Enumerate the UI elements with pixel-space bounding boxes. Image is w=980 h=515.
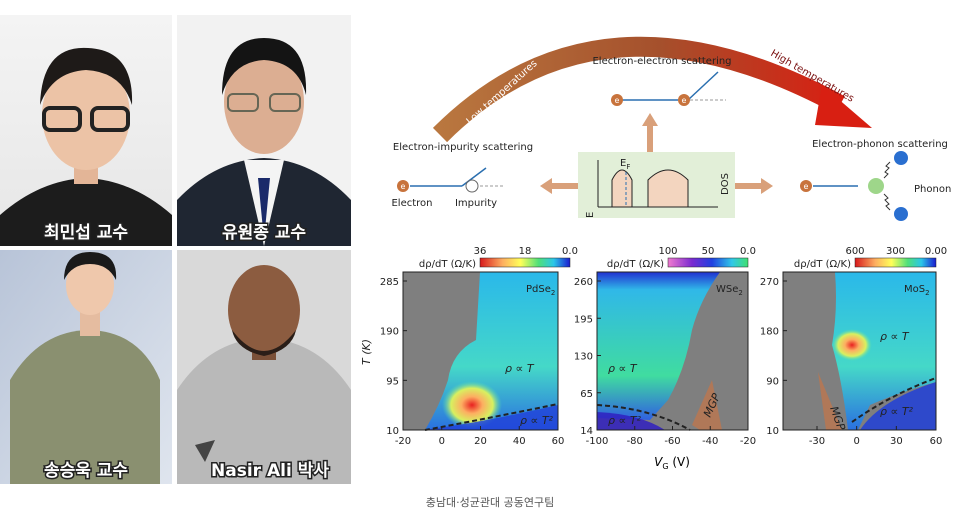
colorbar-tick: 50 bbox=[702, 246, 715, 257]
electron bbox=[678, 94, 690, 106]
panel-2-image bbox=[596, 272, 748, 431]
annotation: ρ ∝ T² bbox=[880, 405, 914, 418]
photo-caption: Nasir Ali 박사 bbox=[211, 461, 329, 481]
photo-caption: 최민섭 교수 bbox=[44, 223, 128, 243]
annotation: ρ ∝ T bbox=[880, 330, 910, 343]
panel-frame bbox=[782, 271, 937, 431]
x-tick-label: 30 bbox=[890, 436, 903, 447]
y-tick-label: 190 bbox=[380, 327, 399, 338]
x-label-sub: G bbox=[662, 462, 668, 471]
photo-caption: 유원종 교수 bbox=[222, 223, 306, 243]
electron-label: e bbox=[615, 96, 620, 105]
x-tick-label: -30 bbox=[809, 436, 825, 447]
phonon-text: Phonon bbox=[914, 184, 951, 195]
y-tick-label: 90 bbox=[766, 376, 779, 387]
x-axis-label: VG (V) bbox=[654, 455, 690, 471]
colorbar-tick: 100 bbox=[658, 246, 677, 257]
ee-title: Electron-electron scattering bbox=[592, 56, 731, 67]
y-tick-label: 65 bbox=[580, 389, 593, 400]
colorbar-tick: 0.0 bbox=[562, 246, 578, 257]
material-sub: 2 bbox=[551, 289, 555, 297]
material-label: PdSe2 bbox=[526, 284, 555, 297]
colorbar-tick: 600 bbox=[845, 246, 864, 257]
photo-2: 유원종 교수 bbox=[177, 15, 351, 246]
y-axis-label: T (K) bbox=[360, 339, 373, 365]
panel-1-image bbox=[403, 272, 559, 431]
colorbar bbox=[854, 257, 937, 268]
y-tick-label: 130 bbox=[574, 352, 593, 363]
material-name: PdSe bbox=[526, 284, 551, 295]
scattering-diagram: Low temperatures High temperatures EF DO… bbox=[391, 36, 951, 221]
y-tick-label: 95 bbox=[386, 376, 399, 387]
y-tick-label: 285 bbox=[380, 277, 399, 288]
photo-3: 송승욱 교수 bbox=[0, 250, 172, 484]
material-name: MoS bbox=[904, 284, 925, 295]
y-tick-label: 195 bbox=[574, 314, 593, 325]
x-tick-label: 40 bbox=[513, 436, 526, 447]
x-tick-label: 20 bbox=[474, 436, 487, 447]
ei-title: Electron-impurity scattering bbox=[393, 142, 533, 153]
x-label-v: V bbox=[654, 455, 663, 469]
energy-label: E bbox=[585, 212, 596, 218]
x-label-unit: (V) bbox=[669, 455, 690, 469]
photo-caption: 송승욱 교수 bbox=[44, 461, 128, 481]
y-tick-label: 10 bbox=[386, 426, 399, 437]
electron bbox=[611, 94, 623, 106]
material-label: WSe2 bbox=[716, 284, 743, 297]
x-tick-label: 60 bbox=[552, 436, 565, 447]
material-sub: 2 bbox=[738, 289, 742, 297]
material-sub: 2 bbox=[925, 289, 929, 297]
y-tick-label: 260 bbox=[574, 277, 593, 288]
x-tick-label: 0 bbox=[853, 436, 859, 447]
material-label: MoS2 bbox=[904, 284, 930, 297]
x-tick-label: -20 bbox=[740, 436, 756, 447]
fermi-sub: F bbox=[626, 163, 630, 171]
y-tick-label: 180 bbox=[760, 327, 779, 338]
y-tick-label: 14 bbox=[580, 426, 593, 437]
annotation: ρ ∝ T² bbox=[608, 414, 642, 427]
photo-1: 최민섭 교수 bbox=[0, 15, 172, 246]
colorbar-label: dρ/dT (Ω/K) bbox=[419, 259, 476, 270]
ep-title: Electron-phonon scattering bbox=[812, 139, 948, 150]
material-name: WSe bbox=[716, 284, 738, 295]
temperature-arc bbox=[432, 36, 845, 143]
x-tick-label: -80 bbox=[627, 436, 643, 447]
annotation: ρ ∝ T bbox=[608, 362, 638, 375]
photo-4: Nasir Ali 박사 bbox=[177, 250, 351, 484]
x-tick-label: 60 bbox=[930, 436, 943, 447]
colorbar-tick: 36 bbox=[474, 246, 487, 257]
annotation: ρ ∝ T bbox=[505, 362, 535, 375]
panel-3-image bbox=[783, 272, 937, 430]
dos-band bbox=[647, 169, 689, 208]
y-tick-label: 10 bbox=[766, 426, 779, 437]
x-tick-label: -40 bbox=[702, 436, 718, 447]
electron-label: e bbox=[401, 182, 406, 191]
x-tick-label: -100 bbox=[586, 436, 609, 447]
electron-text: Electron bbox=[391, 198, 432, 209]
impurity-text: Impurity bbox=[455, 198, 497, 209]
colorbar-label: dρ/dT (Ω/K) bbox=[794, 259, 851, 270]
dos-band bbox=[611, 169, 633, 208]
x-tick-label: -20 bbox=[395, 436, 411, 447]
colorbar bbox=[667, 257, 749, 268]
colorbar bbox=[479, 257, 571, 268]
y-tick-label: 270 bbox=[760, 277, 779, 288]
fermi-e: E bbox=[620, 158, 626, 169]
arc-arrowhead bbox=[815, 85, 872, 128]
colorbar-tick: 0.00 bbox=[925, 246, 947, 257]
colorbar-tick: 300 bbox=[886, 246, 905, 257]
x-tick-label: -60 bbox=[664, 436, 680, 447]
electron-label: e bbox=[682, 96, 687, 105]
colorbar-tick: 18 bbox=[519, 246, 532, 257]
electron-label: e bbox=[804, 182, 809, 191]
x-tick-label: 0 bbox=[439, 436, 445, 447]
colorbar-tick: 0.0 bbox=[740, 246, 756, 257]
photo-caption-credit: 충남대·성균관대 공동연구팀 bbox=[426, 496, 554, 509]
dos-label: DOS bbox=[720, 173, 731, 195]
colorbar-label: dρ/dT (Ω/K) bbox=[607, 259, 664, 270]
annotation: ρ ∝ T² bbox=[520, 414, 554, 427]
fermi-label: EF bbox=[620, 158, 630, 171]
